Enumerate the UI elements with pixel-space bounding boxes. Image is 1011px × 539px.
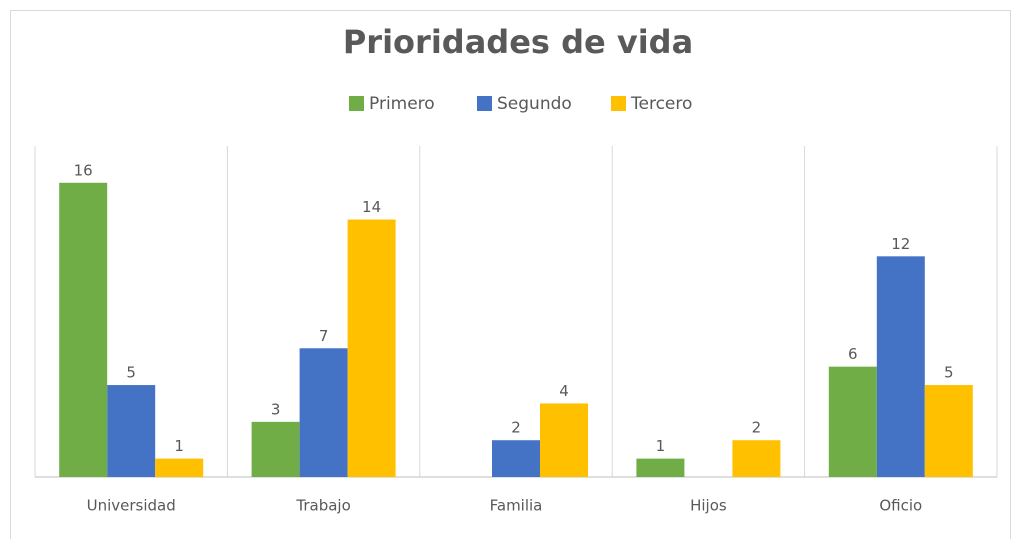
legend-label: Tercero [630, 94, 692, 114]
bar [492, 440, 540, 477]
data-label: 2 [511, 419, 521, 437]
bar [636, 458, 685, 477]
bar [924, 385, 973, 477]
bar [876, 256, 925, 477]
x-tick-label: Oficio [879, 497, 922, 515]
bar [299, 348, 348, 477]
data-label: 5 [126, 364, 136, 382]
data-label: 5 [944, 364, 954, 382]
x-tick-label: Trabajo [295, 497, 350, 515]
bar [540, 403, 588, 477]
x-tick-label: Hijos [690, 497, 727, 515]
x-tick-label: Universidad [87, 497, 176, 515]
bar [107, 385, 156, 477]
data-label: 6 [848, 345, 858, 363]
bar [732, 440, 781, 477]
data-label: 1 [656, 437, 666, 455]
data-label: 3 [271, 400, 281, 418]
chart-title: Prioridades de vida [343, 23, 693, 61]
data-label: 4 [559, 382, 569, 400]
data-label: 1 [174, 437, 184, 455]
data-label: 2 [752, 419, 762, 437]
data-label: 7 [319, 327, 329, 345]
data-label: 16 [74, 161, 93, 179]
bar [155, 458, 204, 477]
data-label: 14 [362, 198, 381, 216]
legend-swatch [349, 96, 364, 111]
x-tick-label: Familia [490, 497, 543, 515]
legend-swatch [611, 96, 626, 111]
legend-label: Segundo [497, 94, 572, 114]
legend-swatch [477, 96, 492, 111]
bar [59, 182, 108, 477]
bar [347, 219, 396, 478]
data-label: 12 [891, 235, 910, 253]
bar [251, 421, 300, 477]
legend-label: Primero [369, 94, 435, 114]
bar [828, 366, 877, 477]
